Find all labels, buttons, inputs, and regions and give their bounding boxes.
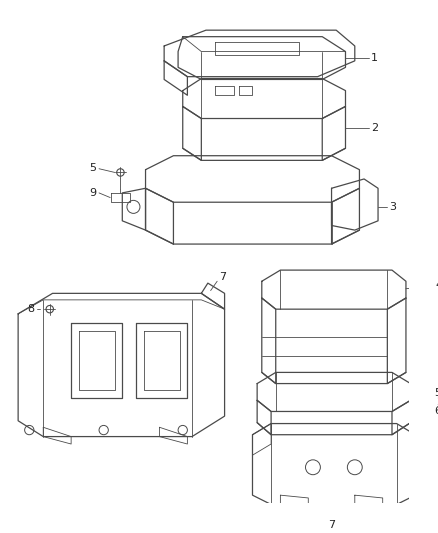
Text: 7: 7 [328,520,335,530]
Text: 3: 3 [389,202,396,212]
Text: 4: 4 [436,280,438,290]
Text: 2: 2 [371,123,378,133]
Text: 9: 9 [89,188,96,198]
Text: 8: 8 [28,304,35,314]
Text: 6: 6 [434,407,438,416]
Text: 1: 1 [371,53,378,63]
Text: 5: 5 [89,163,96,173]
Text: 7: 7 [219,272,226,281]
Text: 2: 2 [436,397,438,407]
Text: 5: 5 [434,388,438,398]
